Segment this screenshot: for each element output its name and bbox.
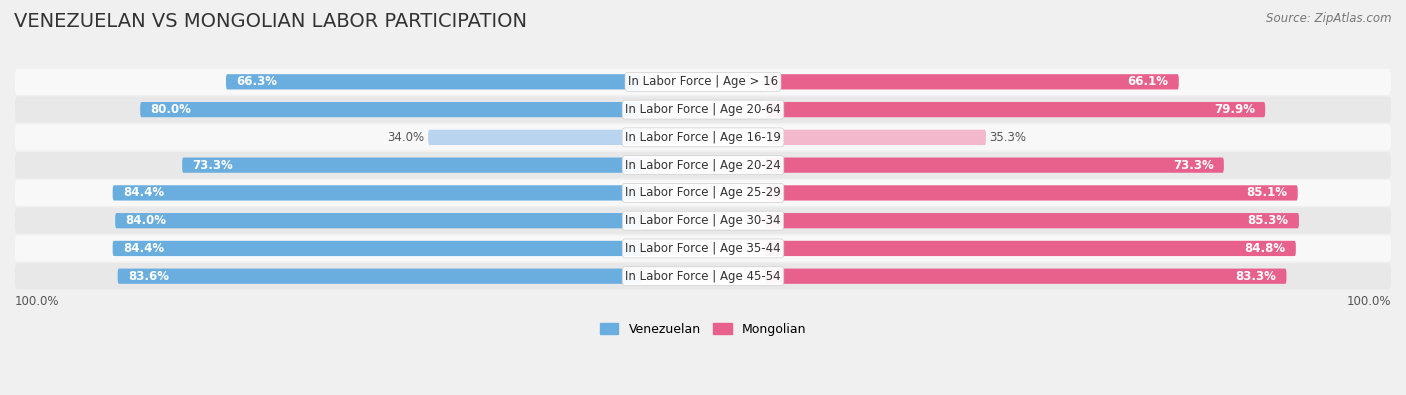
Text: 83.3%: 83.3% xyxy=(1236,270,1277,283)
Text: In Labor Force | Age 25-29: In Labor Force | Age 25-29 xyxy=(626,186,780,199)
Text: VENEZUELAN VS MONGOLIAN LABOR PARTICIPATION: VENEZUELAN VS MONGOLIAN LABOR PARTICIPAT… xyxy=(14,12,527,31)
FancyBboxPatch shape xyxy=(15,69,1391,95)
FancyBboxPatch shape xyxy=(765,241,1296,256)
Text: 85.3%: 85.3% xyxy=(1247,214,1289,227)
Text: 73.3%: 73.3% xyxy=(1173,159,1213,172)
Text: In Labor Force | Age 30-34: In Labor Force | Age 30-34 xyxy=(626,214,780,227)
Text: 35.3%: 35.3% xyxy=(990,131,1026,144)
FancyBboxPatch shape xyxy=(141,102,641,117)
FancyBboxPatch shape xyxy=(765,130,986,145)
FancyBboxPatch shape xyxy=(765,213,1299,228)
FancyBboxPatch shape xyxy=(15,152,1391,178)
Text: 80.0%: 80.0% xyxy=(150,103,191,116)
Text: 84.8%: 84.8% xyxy=(1244,242,1285,255)
FancyBboxPatch shape xyxy=(429,130,641,145)
FancyBboxPatch shape xyxy=(15,124,1391,150)
FancyBboxPatch shape xyxy=(15,180,1391,206)
FancyBboxPatch shape xyxy=(765,158,1223,173)
FancyBboxPatch shape xyxy=(183,158,641,173)
Text: 84.4%: 84.4% xyxy=(122,242,165,255)
FancyBboxPatch shape xyxy=(15,263,1391,289)
FancyBboxPatch shape xyxy=(765,269,1286,284)
Text: In Labor Force | Age 20-24: In Labor Force | Age 20-24 xyxy=(626,159,780,172)
FancyBboxPatch shape xyxy=(15,96,1391,123)
Text: 100.0%: 100.0% xyxy=(15,295,59,308)
Text: In Labor Force | Age 16-19: In Labor Force | Age 16-19 xyxy=(626,131,780,144)
Text: 79.9%: 79.9% xyxy=(1213,103,1254,116)
FancyBboxPatch shape xyxy=(15,235,1391,261)
Text: 85.1%: 85.1% xyxy=(1246,186,1288,199)
FancyBboxPatch shape xyxy=(118,269,641,284)
FancyBboxPatch shape xyxy=(112,185,641,201)
FancyBboxPatch shape xyxy=(115,213,641,228)
FancyBboxPatch shape xyxy=(765,185,1298,201)
Text: 84.0%: 84.0% xyxy=(125,214,166,227)
FancyBboxPatch shape xyxy=(15,208,1391,234)
FancyBboxPatch shape xyxy=(765,74,1178,90)
Text: 66.1%: 66.1% xyxy=(1128,75,1168,88)
Text: 84.4%: 84.4% xyxy=(122,186,165,199)
FancyBboxPatch shape xyxy=(226,74,641,90)
Text: 100.0%: 100.0% xyxy=(1347,295,1391,308)
FancyBboxPatch shape xyxy=(112,241,641,256)
Text: 83.6%: 83.6% xyxy=(128,270,169,283)
Text: 66.3%: 66.3% xyxy=(236,75,277,88)
Text: In Labor Force | Age 45-54: In Labor Force | Age 45-54 xyxy=(626,270,780,283)
Text: Source: ZipAtlas.com: Source: ZipAtlas.com xyxy=(1267,12,1392,25)
Text: In Labor Force | Age 20-64: In Labor Force | Age 20-64 xyxy=(626,103,780,116)
Text: 34.0%: 34.0% xyxy=(388,131,425,144)
Text: In Labor Force | Age > 16: In Labor Force | Age > 16 xyxy=(628,75,778,88)
Legend: Venezuelan, Mongolian: Venezuelan, Mongolian xyxy=(595,318,811,341)
Text: In Labor Force | Age 35-44: In Labor Force | Age 35-44 xyxy=(626,242,780,255)
Text: 73.3%: 73.3% xyxy=(193,159,233,172)
FancyBboxPatch shape xyxy=(765,102,1265,117)
